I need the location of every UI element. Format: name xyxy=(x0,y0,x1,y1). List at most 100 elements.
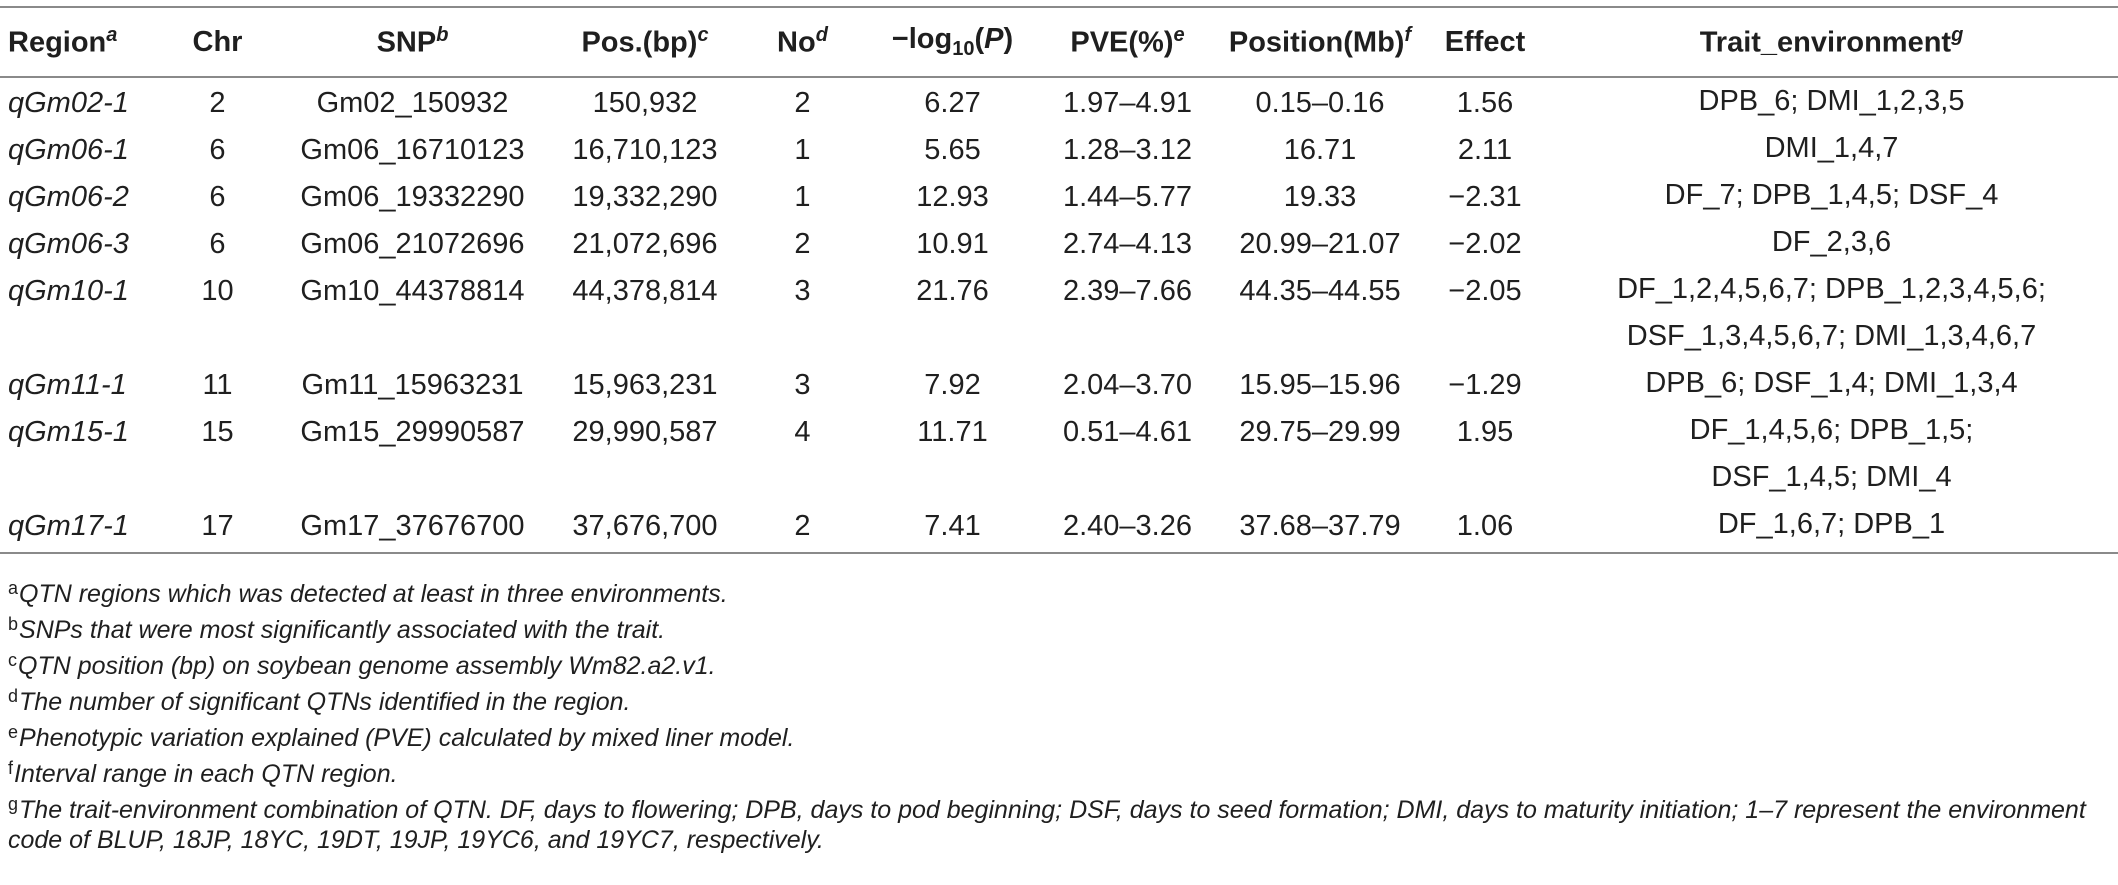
cell-position: 20.99–21.07 xyxy=(1239,228,1401,260)
footnote-mark: c xyxy=(8,650,17,670)
cell-logp: 7.92 xyxy=(924,369,981,401)
table-header: Regiona Chr SNPb Pos.(bp)c Nod −log10(P)… xyxy=(0,6,2118,78)
cell-effect: −1.29 xyxy=(1448,369,1522,401)
cell-pve: 1.28–3.12 xyxy=(1062,134,1192,166)
cell-trait: DF_1,2,4,5,6,7; DPB_1,2,3,4,5,6; DSF_1,3… xyxy=(1545,266,2118,360)
footnote: dThe number of significant QTNs identifi… xyxy=(8,681,2108,717)
cell-position: 15.95–15.96 xyxy=(1239,369,1401,401)
cell-position: 19.33 xyxy=(1283,181,1357,213)
footnote-text: The trait-environment combination of QTN… xyxy=(8,796,2086,854)
table-row: qGm17-1 17 Gm17_37676700 37,676,700 2 7.… xyxy=(0,501,2118,554)
header-region: Regiona xyxy=(0,6,160,78)
footnote-mark: b xyxy=(8,614,19,634)
cell-no: 1 xyxy=(794,181,811,213)
header-snp: SNPb xyxy=(275,6,550,78)
footnote-text: The number of significant QTNs identifie… xyxy=(19,688,631,716)
cell-no: 2 xyxy=(794,87,811,119)
table-row: qGm06-3 6 Gm06_21072696 21,072,696 2 10.… xyxy=(0,219,2118,266)
cell-effect: −2.02 xyxy=(1448,228,1522,260)
cell-effect: −2.05 xyxy=(1448,275,1522,307)
header-row: Regiona Chr SNPb Pos.(bp)c Nod −log10(P)… xyxy=(0,6,2118,78)
cell-pve: 2.74–4.13 xyxy=(1062,228,1192,260)
cell-pos: 44,378,814 xyxy=(572,275,718,307)
cell-snp: Gm06_21072696 xyxy=(300,228,525,260)
cell-region: qGm02-1 xyxy=(8,87,129,119)
footnote-mark: a xyxy=(8,578,19,598)
cell-no: 3 xyxy=(794,369,811,401)
cell-pve: 2.39–7.66 xyxy=(1062,275,1192,307)
cell-no: 1 xyxy=(794,134,811,166)
cell-effect: 2.11 xyxy=(1457,134,1513,166)
cell-trait: DF_1,6,7; DPB_1 xyxy=(1545,501,2118,554)
cell-position: 16.71 xyxy=(1283,134,1357,166)
footnote-text: QTN position (bp) on soybean genome asse… xyxy=(18,652,716,680)
cell-no: 2 xyxy=(794,228,811,260)
header-pos: Pos.(bp)c xyxy=(550,6,740,78)
cell-position: 37.68–37.79 xyxy=(1215,501,1425,554)
footnote: ePhenotypic variation explained (PVE) ca… xyxy=(8,717,2108,753)
cell-pve: 2.04–3.70 xyxy=(1062,369,1192,401)
footnote: gThe trait-environment combination of QT… xyxy=(8,789,2108,855)
cell-snp: Gm11_15963231 xyxy=(301,369,524,401)
table-row: qGm02-1 2 Gm02_150932 150,932 2 6.27 1.9… xyxy=(0,77,2118,125)
cell-snp: Gm02_150932 xyxy=(316,87,509,119)
cell-pos: 16,710,123 xyxy=(572,134,718,166)
footnote-mark: e xyxy=(8,722,19,742)
cell-chr: 6 xyxy=(209,181,226,213)
cell-region: qGm06-3 xyxy=(8,228,129,260)
footnote-mark: g xyxy=(8,794,19,814)
cell-no: 4 xyxy=(794,416,811,448)
cell-pve: 1.97–4.91 xyxy=(1062,87,1192,119)
cell-effect: −2.31 xyxy=(1448,181,1522,213)
cell-snp: Gm06_16710123 xyxy=(300,134,525,166)
cell-snp: Gm06_19332290 xyxy=(300,181,525,213)
cell-pos: 150,932 xyxy=(592,87,698,119)
cell-pos: 37,676,700 xyxy=(550,501,740,554)
table-row: qGm15-1 15 Gm15_29990587 29,990,587 4 11… xyxy=(0,407,2118,501)
cell-chr: 6 xyxy=(209,228,226,260)
table-row: qGm06-2 6 Gm06_19332290 19,332,290 1 12.… xyxy=(0,172,2118,219)
table-row: qGm06-1 6 Gm06_16710123 16,710,123 1 5.6… xyxy=(0,125,2118,172)
trait-line: DF_1,2,4,5,6,7; DPB_1,2,3,4,5,6; xyxy=(1617,273,2046,305)
cell-region: qGm17-1 xyxy=(0,501,160,554)
cell-snp: Gm15_29990587 xyxy=(300,416,525,448)
cell-logp: 10.91 xyxy=(916,228,989,260)
cell-pve: 2.40–3.26 xyxy=(1040,501,1215,554)
cell-trait: DMI_1,4,7 xyxy=(1764,132,1899,164)
header-position: Position(Mb)f xyxy=(1215,6,1425,78)
cell-position: 44.35–44.55 xyxy=(1239,275,1401,307)
cell-snp: Gm17_37676700 xyxy=(275,501,550,554)
cell-logp: 7.41 xyxy=(865,501,1040,554)
cell-chr: 17 xyxy=(160,501,275,554)
footnote-text: Phenotypic variation explained (PVE) cal… xyxy=(19,724,795,752)
cell-chr: 6 xyxy=(209,134,226,166)
footnote-text: QTN regions which was detected at least … xyxy=(19,580,728,608)
header-chr: Chr xyxy=(160,6,275,78)
cell-effect: 1.95 xyxy=(1456,416,1514,448)
cell-trait: DF_2,3,6 xyxy=(1771,226,1892,258)
header-effect: Effect xyxy=(1425,6,1545,78)
header-pve: PVE(%)e xyxy=(1040,6,1215,78)
cell-logp: 6.27 xyxy=(924,87,981,119)
cell-trait: DPB_6; DMI_1,2,3,5 xyxy=(1698,85,1965,117)
cell-pos: 19,332,290 xyxy=(572,181,718,213)
cell-logp: 21.76 xyxy=(916,275,989,307)
footnote: aQTN regions which was detected at least… xyxy=(8,573,2108,609)
footnote: bSNPs that were most significantly assoc… xyxy=(8,609,2108,645)
cell-effect: 1.56 xyxy=(1456,87,1514,119)
table-footnotes: aQTN regions which was detected at least… xyxy=(8,573,2108,855)
cell-pos: 15,963,231 xyxy=(572,369,718,401)
cell-chr: 10 xyxy=(201,275,234,307)
trait-line: DSF_1,4,5; DMI_4 xyxy=(1711,461,1952,493)
cell-effect: 1.06 xyxy=(1425,501,1545,554)
footnote-mark: f xyxy=(8,758,14,778)
table-row: qGm11-1 11 Gm11_15963231 15,963,231 3 7.… xyxy=(0,360,2118,407)
cell-region: qGm10-1 xyxy=(8,275,129,307)
table-body: qGm02-1 2 Gm02_150932 150,932 2 6.27 1.9… xyxy=(0,77,2118,554)
footnote-mark: d xyxy=(8,686,19,706)
cell-logp: 11.71 xyxy=(917,416,988,448)
trait-line: DSF_1,3,4,5,6,7; DMI_1,3,4,6,7 xyxy=(1626,320,2037,352)
cell-pve: 1.44–5.77 xyxy=(1062,181,1192,213)
cell-no: 2 xyxy=(740,501,865,554)
